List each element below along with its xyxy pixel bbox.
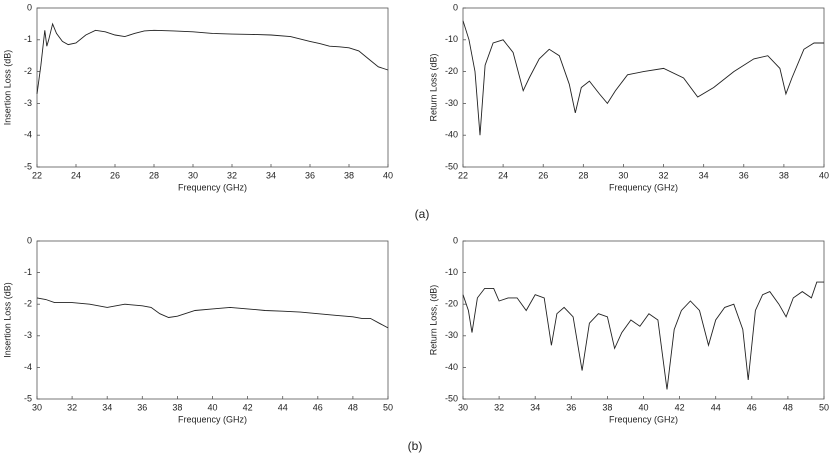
y-tick-label: -20 [445, 299, 458, 309]
y-tick-label: -5 [24, 161, 32, 171]
y-axis-label: Insertion Loss (dB) [2, 50, 12, 126]
x-tick-label: 22 [32, 170, 42, 180]
x-tick-label: 38 [344, 170, 354, 180]
x-tick-label: 48 [348, 402, 358, 412]
y-axis-label: Insertion Loss (dB) [2, 282, 12, 358]
plot-frame [36, 240, 389, 400]
x-tick-label: 30 [188, 170, 198, 180]
y-tick-label: -2 [24, 66, 32, 76]
x-axis-label: Frequency (GHz) [609, 182, 678, 192]
data-line [462, 20, 824, 136]
x-tick-label: 34 [530, 402, 540, 412]
y-tick-label: 0 [27, 2, 32, 12]
x-tick-label: 38 [779, 170, 789, 180]
x-tick-label: 50 [819, 402, 829, 412]
y-tick-label: -2 [24, 299, 32, 309]
x-tick-label: 44 [278, 402, 288, 412]
x-tick-label: 32 [67, 402, 77, 412]
x-tick-label: 34 [266, 170, 276, 180]
x-tick-label: 32 [227, 170, 237, 180]
panel-label: (a) [415, 207, 430, 221]
data-line [462, 281, 824, 390]
x-tick-label: 42 [675, 402, 685, 412]
plot-frame [462, 7, 825, 168]
panel-label: (b) [408, 439, 423, 453]
y-tick-label: -30 [445, 330, 458, 340]
y-axis-label: Return Loss (dB) [428, 53, 438, 121]
x-axis-label: Frequency (GHz) [178, 414, 247, 424]
x-tick-label: 30 [32, 402, 42, 412]
y-axis-label: Return Loss, (dB) [428, 285, 438, 356]
x-tick-label: 48 [783, 402, 793, 412]
y-tick-label: -5 [24, 393, 32, 403]
x-tick-label: 36 [739, 170, 749, 180]
y-tick-label: -10 [445, 267, 458, 277]
x-axis-label: Frequency (GHz) [178, 182, 247, 192]
y-tick-label: -4 [24, 130, 32, 140]
x-tick-label: 36 [137, 402, 147, 412]
x-tick-label: 30 [458, 402, 468, 412]
y-tick-label: -50 [445, 393, 458, 403]
x-tick-label: 40 [819, 170, 829, 180]
x-tick-label: 36 [305, 170, 315, 180]
x-tick-label: 40 [638, 402, 648, 412]
x-tick-label: 36 [566, 402, 576, 412]
x-tick-label: 22 [458, 170, 468, 180]
x-tick-label: 32 [659, 170, 669, 180]
y-tick-label: 0 [453, 2, 458, 12]
x-tick-label: 42 [243, 402, 253, 412]
x-tick-label: 28 [149, 170, 159, 180]
y-tick-label: -3 [24, 98, 32, 108]
x-tick-label: 46 [747, 402, 757, 412]
x-tick-label: 24 [71, 170, 81, 180]
x-axis-label: Frequency (GHz) [609, 414, 678, 424]
y-tick-label: -50 [445, 161, 458, 171]
x-tick-label: 26 [538, 170, 548, 180]
x-tick-label: 34 [102, 402, 112, 412]
x-tick-label: 32 [494, 402, 504, 412]
x-tick-label: 50 [383, 402, 393, 412]
y-tick-label: -1 [24, 34, 32, 44]
y-tick-label: -30 [445, 98, 458, 108]
x-tick-label: 46 [313, 402, 323, 412]
y-tick-label: -40 [445, 130, 458, 140]
plot-frame [36, 7, 389, 168]
y-tick-label: -40 [445, 362, 458, 372]
plot-frame [462, 240, 825, 400]
x-tick-label: 26 [110, 170, 120, 180]
y-tick-label: -4 [24, 362, 32, 372]
x-tick-label: 30 [618, 170, 628, 180]
x-tick-label: 38 [602, 402, 612, 412]
x-tick-label: 38 [172, 402, 182, 412]
y-tick-label: 0 [453, 235, 458, 245]
data-line [36, 297, 389, 329]
x-tick-label: 40 [383, 170, 393, 180]
x-tick-label: 24 [498, 170, 508, 180]
x-tick-label: 44 [711, 402, 721, 412]
data-line [36, 22, 389, 94]
y-tick-label: -3 [24, 330, 32, 340]
y-tick-label: -20 [445, 66, 458, 76]
x-tick-label: 40 [207, 402, 217, 412]
x-tick-label: 28 [578, 170, 588, 180]
x-tick-label: 34 [699, 170, 709, 180]
y-tick-label: -10 [445, 34, 458, 44]
y-tick-label: -1 [24, 267, 32, 277]
y-tick-label: 0 [27, 235, 32, 245]
